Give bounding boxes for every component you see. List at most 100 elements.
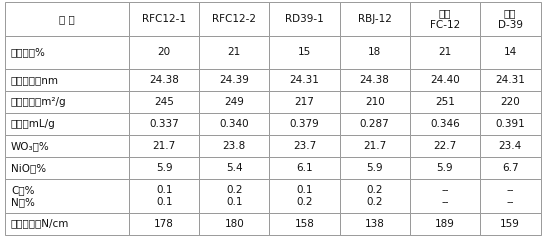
Text: RD39-1: RD39-1 — [285, 14, 324, 24]
Text: 0.346: 0.346 — [430, 119, 460, 129]
Text: 编 号: 编 号 — [60, 14, 75, 24]
Bar — [5, 2, 129, 36]
Bar — [269, 2, 340, 36]
Text: 180: 180 — [224, 219, 244, 228]
Bar — [5, 157, 129, 179]
Text: 孔容，mL/g: 孔容，mL/g — [11, 119, 56, 129]
Text: 24.40: 24.40 — [430, 75, 460, 85]
Bar — [480, 157, 541, 179]
Text: 245: 245 — [155, 97, 174, 107]
Bar — [340, 91, 410, 113]
Text: --
--: -- -- — [441, 185, 449, 207]
Text: NiO，%: NiO，% — [11, 163, 46, 173]
Text: 159: 159 — [500, 219, 520, 228]
Text: 217: 217 — [295, 97, 314, 107]
Bar — [269, 91, 340, 113]
Text: 比表面积，m²/g: 比表面积，m²/g — [11, 97, 67, 107]
Text: 23.8: 23.8 — [223, 141, 246, 151]
Text: C，%
N，%: C，% N，% — [11, 185, 35, 207]
Bar — [340, 2, 410, 36]
Text: 0.1
0.1: 0.1 0.1 — [156, 185, 173, 207]
Bar — [410, 36, 480, 69]
Text: 220: 220 — [500, 97, 520, 107]
Text: 0.287: 0.287 — [360, 119, 389, 129]
Bar — [269, 36, 340, 69]
Text: 23.4: 23.4 — [498, 141, 522, 151]
Bar — [5, 113, 129, 135]
Text: 0.391: 0.391 — [495, 119, 525, 129]
Bar — [480, 113, 541, 135]
Bar — [269, 157, 340, 179]
Bar — [340, 157, 410, 179]
Text: 5.9: 5.9 — [156, 163, 173, 173]
Text: WO₃，%: WO₃，% — [11, 141, 50, 151]
Text: 结晶度，%: 结晶度，% — [11, 47, 46, 57]
Text: 24.31: 24.31 — [495, 75, 525, 85]
Bar — [199, 113, 269, 135]
Bar — [269, 213, 340, 235]
Text: 压碎强度，N/cm: 压碎强度，N/cm — [11, 219, 69, 228]
Bar — [269, 69, 340, 91]
Bar — [5, 213, 129, 235]
Bar — [410, 135, 480, 157]
Bar — [5, 135, 129, 157]
Text: 6.1: 6.1 — [296, 163, 313, 173]
Text: 5.9: 5.9 — [436, 163, 453, 173]
Text: 21.7: 21.7 — [152, 141, 176, 151]
Bar — [5, 36, 129, 69]
Text: 24.39: 24.39 — [219, 75, 250, 85]
Bar — [199, 157, 269, 179]
Bar — [5, 69, 129, 91]
Text: 15: 15 — [298, 47, 311, 57]
Bar — [199, 135, 269, 157]
Bar — [410, 179, 480, 213]
Bar — [269, 179, 340, 213]
Text: 23.7: 23.7 — [293, 141, 316, 151]
Bar — [5, 179, 129, 213]
Bar — [340, 69, 410, 91]
Bar — [199, 91, 269, 113]
Bar — [410, 157, 480, 179]
Bar — [269, 135, 340, 157]
Text: 178: 178 — [155, 219, 174, 228]
Text: 24.38: 24.38 — [360, 75, 390, 85]
Text: 21: 21 — [438, 47, 452, 57]
Text: 晶胞常数，nm: 晶胞常数，nm — [11, 75, 59, 85]
Text: 21: 21 — [228, 47, 241, 57]
Text: 新鲜
FC-12: 新鲜 FC-12 — [430, 8, 460, 30]
Bar — [129, 2, 199, 36]
Text: RBJ-12: RBJ-12 — [358, 14, 391, 24]
Text: 0.340: 0.340 — [219, 119, 249, 129]
Text: 189: 189 — [435, 219, 455, 228]
Bar — [129, 213, 199, 235]
Text: 5.9: 5.9 — [366, 163, 383, 173]
Bar — [199, 2, 269, 36]
Text: 新鲜
D-39: 新鲜 D-39 — [498, 8, 523, 30]
Text: 0.2
0.1: 0.2 0.1 — [226, 185, 242, 207]
Text: 5.4: 5.4 — [226, 163, 242, 173]
Text: 20: 20 — [158, 47, 171, 57]
Bar — [410, 69, 480, 91]
Bar — [410, 2, 480, 36]
Bar — [129, 36, 199, 69]
Bar — [129, 69, 199, 91]
Text: 22.7: 22.7 — [433, 141, 456, 151]
Text: 18: 18 — [368, 47, 381, 57]
Bar — [480, 36, 541, 69]
Bar — [199, 179, 269, 213]
Text: RFC12-1: RFC12-1 — [142, 14, 186, 24]
Text: 138: 138 — [365, 219, 384, 228]
Bar — [129, 91, 199, 113]
Bar — [410, 91, 480, 113]
Bar — [129, 157, 199, 179]
Bar — [410, 213, 480, 235]
Bar — [269, 113, 340, 135]
Text: 0.2
0.2: 0.2 0.2 — [366, 185, 383, 207]
Text: 0.379: 0.379 — [289, 119, 319, 129]
Bar — [480, 213, 541, 235]
Bar — [129, 135, 199, 157]
Text: 6.7: 6.7 — [502, 163, 519, 173]
Bar — [340, 113, 410, 135]
Bar — [5, 91, 129, 113]
Bar — [480, 2, 541, 36]
